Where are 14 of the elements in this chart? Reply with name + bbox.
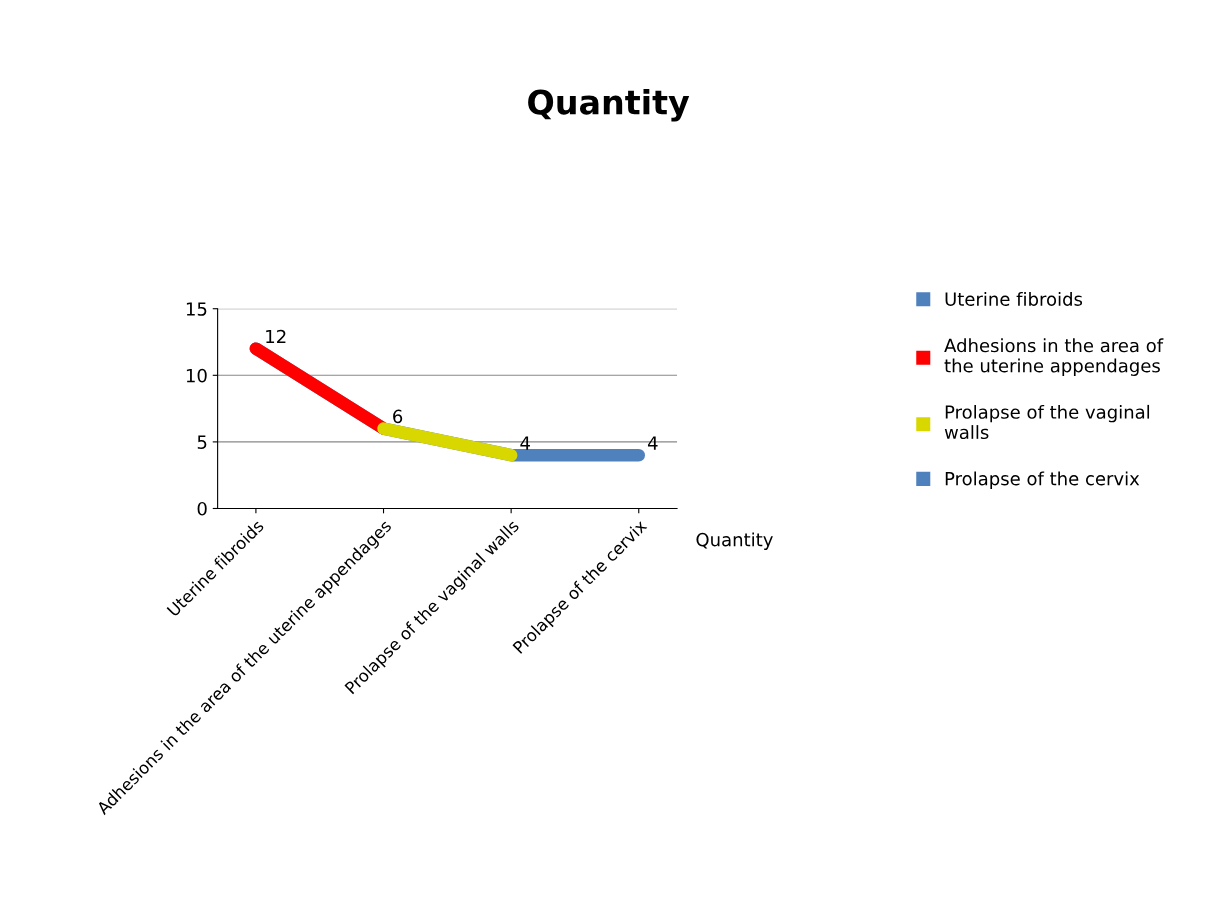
data-label: 12 [266, 329, 286, 344]
data-label: 4 [647, 436, 658, 450]
data-label: 6 [393, 409, 403, 424]
y-tick-label: 10 [186, 368, 207, 383]
category-label: Prolapse of the vaginal walls [944, 404, 1150, 440]
category-label: Prolapse of the cervix [945, 471, 1140, 489]
y-tick-label: 5 [197, 435, 207, 450]
y-tick-label: 15 [186, 302, 207, 316]
category-label: Uterine fibroids [945, 291, 1083, 306]
data-label: 4 [520, 436, 530, 450]
category-label: Adhesions in the area of the uterine appendages [944, 338, 1164, 376]
text: Quantity [696, 532, 773, 550]
chart-title: Quantity [528, 88, 690, 122]
y-tick-label: 0 [197, 501, 207, 516]
